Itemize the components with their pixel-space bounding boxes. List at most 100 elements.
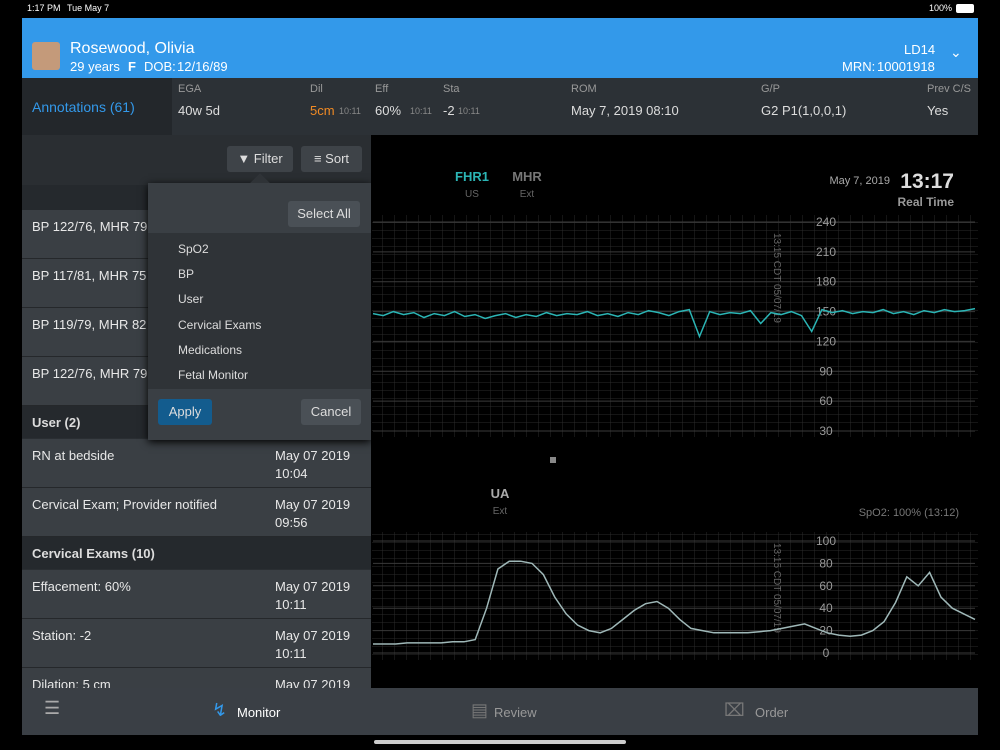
field-value: May 7, 2019 08:10 [571, 103, 679, 118]
monitor-icon: ↯ [212, 700, 228, 720]
status-time: 1:17 PM [27, 3, 61, 13]
y-tick-label: 40 [819, 601, 833, 615]
spo2: SpO2: 100% (13:12) [859, 507, 959, 519]
nav-review[interactable]: Review [494, 705, 537, 720]
row-text: Dilation: 5 cm [32, 677, 111, 689]
select-all[interactable]: Select All [288, 201, 360, 227]
row-text: Effacement: 60% [32, 579, 131, 594]
list-row[interactable]: Effacement: 60% May 07 2019 10:11 [22, 570, 371, 619]
field-value: 40w 5d [178, 103, 220, 118]
battery: 100% [929, 3, 953, 13]
order-icon: ⌧ [724, 700, 745, 720]
filter-popup: Select All SpO2 BP User Cervical Exams Medic… [148, 173, 371, 440]
filter-option[interactable]: User [178, 292, 204, 307]
section-title: Cervical Exams (10) [32, 546, 155, 561]
avatar [32, 42, 60, 70]
cancel-button[interactable]: Cancel [301, 399, 361, 425]
dob: 12/16/89 [177, 59, 228, 74]
row-date: May 07 2019 [275, 677, 351, 689]
bottom-nav: ☰ ↯ Monitor ▤ Review ⌧ Order [22, 688, 978, 735]
filter-label: Filter [253, 151, 283, 166]
mhr-sub: Ext [520, 189, 535, 200]
field-label: Eff [375, 83, 389, 95]
field-time: 10:11 [410, 106, 432, 116]
y-tick-label: 60 [819, 394, 833, 408]
menu-icon[interactable]: ☰ [44, 698, 61, 718]
y-tick-label: 80 [819, 556, 833, 570]
time-stamp: 13:15 CDT 05/07/19 [771, 543, 782, 633]
patient-header[interactable]: Rosewood, Olivia 29 years F DOB: 12/16/8… [22, 18, 978, 78]
section-header: Cervical Exams (10) [22, 537, 371, 569]
fhr-grid [372, 215, 978, 437]
filter-option[interactable]: BP [178, 267, 195, 282]
apply-button[interactable]: Apply [158, 399, 212, 425]
list-row[interactable]: Dilation: 5 cm May 07 2019 [22, 668, 371, 689]
nav-order[interactable]: Order [755, 705, 789, 720]
row-time: 10:04 [275, 466, 308, 481]
trace [373, 560, 976, 645]
row-text: BP 122/76, MHR 79 [32, 366, 148, 381]
nav-monitor[interactable]: Monitor [237, 705, 281, 720]
monitor-time: 13:17 [900, 170, 954, 193]
y-tick-label: 90 [819, 364, 833, 378]
row-date: May 07 2019 [275, 628, 351, 643]
ua-label: UA [491, 486, 510, 501]
y-tick-label: 30 [819, 424, 833, 438]
age: 29 years [70, 59, 120, 74]
annotations-count[interactable]: Annotations (61) [32, 99, 135, 115]
status-date: Tue May 7 [67, 3, 110, 13]
row-text: BP 122/76, MHR 79 [32, 219, 148, 234]
field-value: -2 [443, 103, 455, 118]
monitor: FHR1 US MHR Ext May 7, 2019 13:17 Real T… [372, 169, 978, 660]
y-tick-label: 60 [819, 579, 833, 593]
monitor-date: May 7, 2019 [829, 175, 890, 187]
annotations-tab[interactable] [22, 78, 172, 135]
filter-option[interactable]: Medications [178, 342, 243, 357]
ua-sub: Ext [493, 506, 508, 517]
field-value: 5cm [310, 103, 335, 118]
filter-option[interactable]: SpO2 [178, 242, 209, 256]
list-row[interactable]: Station: -2 May 07 2019 10:11 [22, 619, 371, 668]
sort-button[interactable]: ≡ Sort [301, 146, 362, 172]
row-text: BP 119/79, MHR 82 [32, 317, 147, 332]
y-tick-label: 0 [823, 646, 830, 660]
row-time: 10:11 [275, 597, 307, 612]
mrn-label: MRN: [842, 59, 876, 74]
row-text: Station: -2 [32, 628, 92, 643]
row-time: 10:11 [275, 646, 307, 661]
list-row[interactable]: RN at bedside May 07 2019 10:04 [22, 439, 371, 488]
list-row[interactable]: Cervical Exam; Provider notified May 07 2… [22, 488, 371, 537]
fhr1-sub: US [465, 189, 479, 200]
row-date: May 07 2019 [275, 579, 351, 594]
field-label: EGA [178, 83, 202, 95]
field-label: Prev C/S [927, 83, 972, 95]
review-icon: ▤ [471, 700, 489, 720]
field-label: G/P [761, 83, 780, 95]
y-tick-label: 240 [816, 215, 836, 229]
y-tick-label: 120 [816, 334, 836, 348]
row-date: May 07 2019 [275, 497, 351, 512]
filter-button[interactable]: ▼ Filter [227, 146, 293, 172]
sex: F [128, 59, 136, 74]
filter-option[interactable]: Cervical Exams [178, 317, 262, 332]
room: LD14 [904, 42, 936, 57]
filter-option[interactable]: Fetal Monitor [178, 368, 249, 382]
section-title: User (2) [32, 415, 81, 430]
summary-bar: Annotations (61) EGA 40w 5d Dil 5cm 10:11 Eff… [22, 78, 978, 135]
mhr-label: MHR [512, 169, 542, 184]
fhr1-label: FHR1 [455, 169, 489, 184]
y-tick-label: 180 [816, 275, 836, 289]
expand-chevron[interactable]: ⌄ [950, 44, 962, 60]
field-time: 10:11 [458, 106, 480, 116]
monitor-mode: Real Time [898, 195, 955, 209]
y-tick-label: 210 [816, 245, 836, 259]
trace [372, 307, 976, 339]
field-value: 60% [375, 103, 402, 118]
field-label: Sta [443, 83, 460, 95]
row-text: BP 117/81, MHR 75 [32, 268, 147, 283]
row-text: RN at bedside [32, 448, 115, 463]
patient-name: Rosewood, Olivia [70, 40, 195, 57]
divider-handle[interactable] [550, 457, 556, 463]
mrn: 10001918 [877, 59, 935, 74]
